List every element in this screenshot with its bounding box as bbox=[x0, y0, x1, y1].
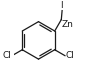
Text: Zn: Zn bbox=[62, 20, 74, 29]
Text: Cl: Cl bbox=[3, 51, 12, 61]
Text: I: I bbox=[60, 1, 63, 10]
Text: Cl: Cl bbox=[65, 51, 74, 61]
